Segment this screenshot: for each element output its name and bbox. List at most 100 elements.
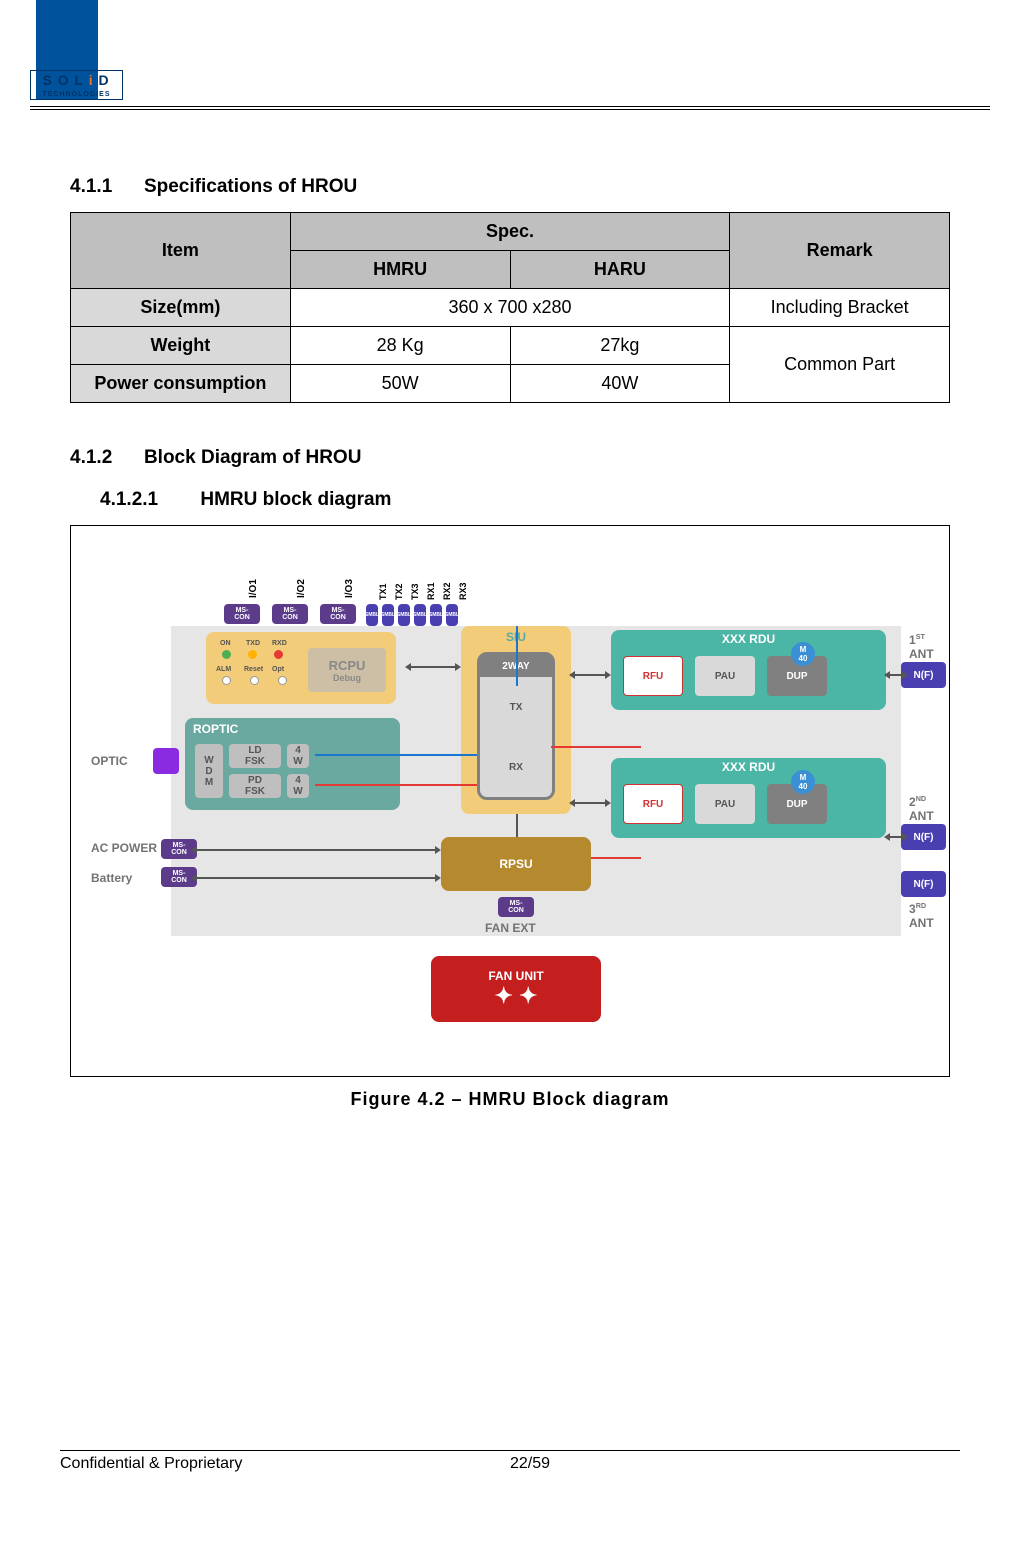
arrow-siu-rdu1 [575, 674, 605, 676]
logo-row: S O L i D TECHNOLOGIES [0, 70, 1020, 100]
rfu-2: RFU [623, 784, 683, 824]
rpsu-block: RPSU [441, 837, 591, 891]
row1-remark: Common Part [730, 327, 950, 403]
rcpu-btn-2 [278, 676, 287, 685]
rcpu-led-lbl-1: TXD [246, 640, 260, 647]
label-sig-4: RX2 [442, 582, 452, 600]
th-spec: Spec. [290, 213, 730, 251]
label-ant2: 2NDANT [909, 794, 934, 823]
heading-sub: 4.1.2.1 HMRU block diagram [100, 489, 950, 511]
rcpu-led-0 [222, 650, 231, 659]
roptic-4w-1: 4W [287, 744, 309, 768]
th-haru: HARU [510, 251, 730, 289]
rcpu-led-1 [248, 650, 257, 659]
label-sig-2: TX3 [410, 583, 420, 600]
row1-haru: 27kg [510, 327, 730, 365]
row2-label: Power consumption [71, 365, 291, 403]
smbl-2: SMBL [398, 604, 410, 626]
row1-hmru: 28 Kg [290, 327, 510, 365]
rcpu-btn-lbl-0: ALM [216, 666, 231, 673]
smbl-4: SMBL [430, 604, 442, 626]
heading-sub-text: HMRU block diagram [200, 489, 391, 510]
heading-sub-num: 4.1.2.1 [100, 489, 158, 510]
th-remark: Remark [730, 213, 950, 289]
heading-spec-text: Specifications of HROU [144, 176, 357, 197]
roptic-pdfsk: PDFSK [229, 774, 281, 798]
roptic-ldfsk: LDFSK [229, 744, 281, 768]
row1-label: Weight [71, 327, 291, 365]
label-ant1: 1STANT [909, 632, 934, 661]
arrow-ac-rpsu [197, 849, 435, 851]
footer: Confidential & Proprietary 22/59 [0, 1451, 1020, 1513]
arrow-siu-rdu2 [575, 802, 605, 804]
footer-right: 22/59 [510, 1455, 960, 1473]
label-io1: I/O1 [248, 579, 259, 598]
page-spacer [0, 1110, 1020, 1450]
label-fan-ext: FAN EXT [485, 921, 536, 935]
spec-table: Item Spec. Remark HMRU HARU Size(mm) 360… [70, 212, 950, 403]
line-rx-h [315, 784, 477, 786]
line-tx-v [516, 626, 518, 686]
rcpu-led-lbl-0: ON [220, 640, 231, 647]
optic-connector [153, 748, 179, 774]
rcpu-led-lbl-2: RXD [272, 640, 287, 647]
mscon-fan: MS-CON [498, 897, 534, 917]
arrow-rdu1-nf [890, 674, 902, 676]
line-siu-rpsu [516, 814, 518, 837]
fan-block: FAN UNIT✦ ✦ [431, 956, 601, 1022]
smbl-0: SMBL [366, 604, 378, 626]
label-sig-0: TX1 [378, 583, 388, 600]
footer-left: Confidential & Proprietary [60, 1455, 510, 1473]
m40-2: M40 [791, 770, 815, 794]
heading-spec: 4.1.1 Specifications of HROU [70, 176, 950, 198]
row2-hmru: 50W [290, 365, 510, 403]
company-logo: S O L i D TECHNOLOGIES [30, 70, 123, 100]
line-tx-h [315, 754, 477, 756]
roptic-wdm: WDM [195, 744, 223, 798]
rcpu-inner: RCPUDebug [308, 648, 386, 692]
heading-diagram-text: Block Diagram of HROU [144, 447, 361, 468]
label-ac-power: AC POWER [91, 841, 157, 855]
figure-caption: Figure 4.2 – HMRU Block diagram [70, 1089, 950, 1110]
th-hmru: HMRU [290, 251, 510, 289]
th-item: Item [71, 213, 291, 289]
label-battery: Battery [91, 871, 132, 885]
rcpu-btn-lbl-2: Opt [272, 666, 284, 673]
arrow-batt-rpsu [197, 877, 435, 879]
label-sig-5: RX3 [458, 582, 468, 600]
mscon-io3: MS-CON [320, 604, 356, 624]
mscon-io1: MS-CON [224, 604, 260, 624]
heading-diagram-num: 4.1.2 [70, 447, 112, 468]
arrow-roptic-siu [411, 666, 455, 668]
arrow-rdu2-nf [890, 836, 902, 838]
page-body: 4.1.1 Specifications of HROU Item Spec. … [0, 110, 1020, 1110]
label-io3: I/O3 [344, 579, 355, 598]
label-ant3: 3RDANT [909, 901, 934, 930]
label-optic: OPTIC [91, 754, 128, 768]
roptic-4w-2: 4W [287, 774, 309, 798]
rcpu-btn-1 [250, 676, 259, 685]
heading-diagram: 4.1.2 Block Diagram of HROU [70, 447, 950, 469]
rcpu-led-2 [274, 650, 283, 659]
rfu-1: RFU [623, 656, 683, 696]
smbl-5: SMBL [446, 604, 458, 626]
rcpu-btn-lbl-1: Reset [244, 666, 263, 673]
row0-remark: Including Bracket [730, 289, 950, 327]
mscon-io2: MS-CON [272, 604, 308, 624]
label-sig-3: RX1 [426, 582, 436, 600]
line-rx-rdu-prep [551, 746, 641, 748]
row2-haru: 40W [510, 365, 730, 403]
line-rpsu-rdu [591, 857, 641, 859]
rcpu-btn-0 [222, 676, 231, 685]
diagram-frame: OPTIC AC POWER Battery MS-CON MS-CON MS-CON I/… [70, 525, 950, 1077]
m40-1: M40 [791, 642, 815, 666]
row0-label: Size(mm) [71, 289, 291, 327]
block-diagram: OPTIC AC POWER Battery MS-CON MS-CON MS-CON I/… [71, 526, 949, 1076]
smbl-3: SMBL [414, 604, 426, 626]
label-io2: I/O2 [296, 579, 307, 598]
heading-spec-num: 4.1.1 [70, 176, 112, 197]
pau-2: PAU [695, 784, 755, 824]
label-sig-1: TX2 [394, 583, 404, 600]
pau-1: PAU [695, 656, 755, 696]
row0-value: 360 x 700 x280 [290, 289, 730, 327]
